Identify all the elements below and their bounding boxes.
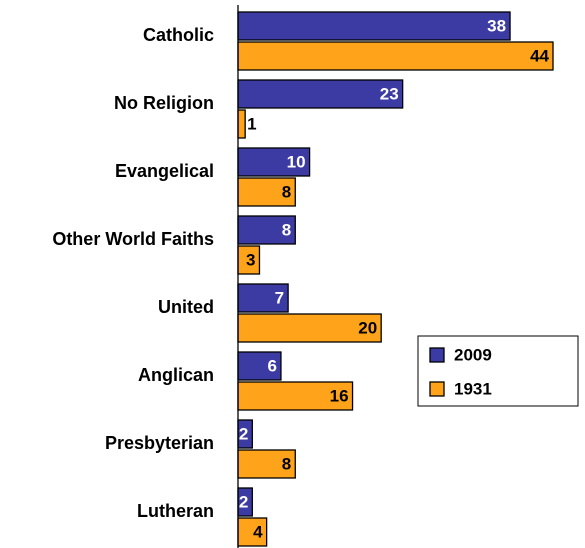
value-label: 1 xyxy=(247,114,256,133)
bar xyxy=(237,215,296,245)
value-label: 10 xyxy=(287,152,306,171)
value-label: 2 xyxy=(239,424,248,443)
category-label: Presbyterian xyxy=(105,433,214,453)
bar xyxy=(237,381,354,411)
value-label: 44 xyxy=(530,46,549,65)
value-label: 4 xyxy=(253,522,263,541)
category-label: No Religion xyxy=(114,93,214,113)
category-label: Anglican xyxy=(138,365,214,385)
legend-label: 2009 xyxy=(454,345,492,364)
bar xyxy=(237,41,554,71)
legend-swatch xyxy=(429,347,445,363)
value-label: 23 xyxy=(380,84,399,103)
bar xyxy=(237,283,289,313)
bar xyxy=(237,79,404,109)
value-label: 6 xyxy=(267,356,276,375)
value-label: 8 xyxy=(282,454,291,473)
bar xyxy=(237,351,282,381)
value-label: 20 xyxy=(358,318,377,337)
value-label: 2 xyxy=(239,492,248,511)
value-label: 7 xyxy=(275,288,284,307)
category-label: Evangelical xyxy=(115,161,214,181)
value-label: 16 xyxy=(330,386,349,405)
bar xyxy=(237,177,296,207)
category-label: United xyxy=(158,297,214,317)
value-label: 38 xyxy=(487,16,506,35)
bar xyxy=(237,109,246,139)
bar xyxy=(237,313,382,343)
category-label: Lutheran xyxy=(137,501,214,521)
value-label: 8 xyxy=(282,182,291,201)
legend-box xyxy=(417,335,579,407)
category-label: Other World Faiths xyxy=(52,229,214,249)
bar xyxy=(237,11,511,41)
bar xyxy=(237,449,296,479)
value-label: 8 xyxy=(282,220,291,239)
legend-swatch xyxy=(429,381,445,397)
value-label: 3 xyxy=(246,250,255,269)
legend-label: 1931 xyxy=(454,379,492,398)
category-label: Catholic xyxy=(143,25,214,45)
